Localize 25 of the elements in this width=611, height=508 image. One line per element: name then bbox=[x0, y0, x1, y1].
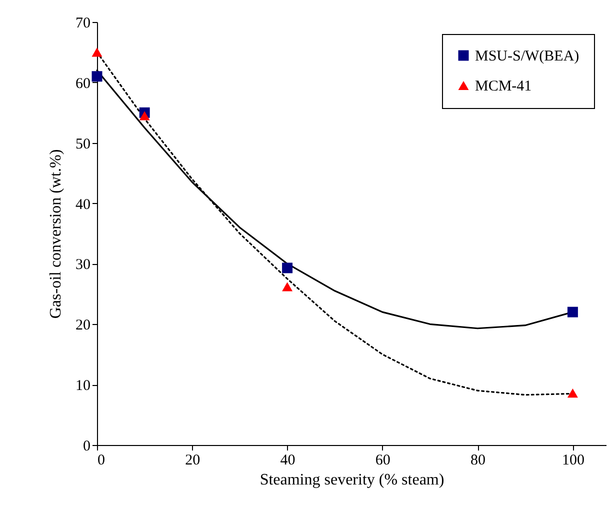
x-tick-label: 80 bbox=[470, 452, 486, 468]
y-axis-title: Gas-oil conversion (wt.%) bbox=[48, 149, 64, 319]
point bbox=[282, 262, 293, 274]
x-tick-label: 60 bbox=[375, 452, 390, 468]
legend-label: MSU-S/W(BEA) bbox=[475, 48, 580, 64]
x-tick-label: 100 bbox=[562, 452, 584, 468]
point bbox=[92, 71, 102, 82]
legend-label: MCM-41 bbox=[475, 78, 532, 94]
x-tick-label: 40 bbox=[280, 452, 296, 468]
y-tick-label: 50 bbox=[76, 136, 90, 152]
x-tick-label: 0 bbox=[98, 452, 105, 468]
x-axis-title: Steaming severity (% steam) bbox=[260, 472, 444, 488]
y-tick-label: 70 bbox=[76, 16, 90, 32]
y-tick-label: 10 bbox=[76, 378, 90, 394]
point bbox=[282, 282, 293, 292]
y-tick-label: 40 bbox=[76, 196, 90, 213]
y-tick-label: 20 bbox=[76, 318, 90, 334]
x-tick-label: 20 bbox=[185, 452, 200, 468]
point bbox=[567, 388, 578, 398]
y-tick-label: 0 bbox=[83, 438, 90, 454]
y-tick-label: 60 bbox=[76, 76, 90, 92]
point bbox=[92, 48, 102, 57]
y-tick-label: 30 bbox=[76, 257, 90, 274]
point bbox=[567, 306, 578, 318]
point bbox=[139, 111, 150, 120]
